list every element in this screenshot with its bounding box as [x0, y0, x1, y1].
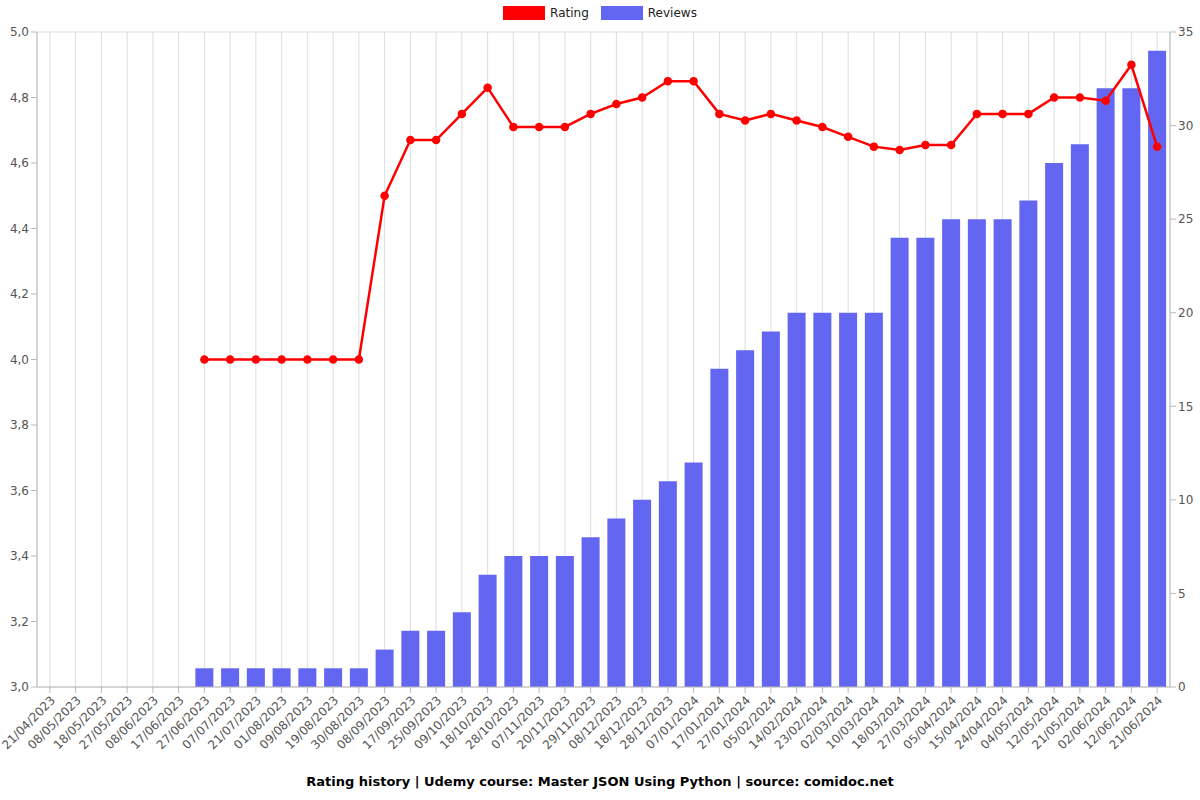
svg-text:27/01/2024: 27/01/2024	[694, 693, 754, 753]
svg-text:20: 20	[1178, 306, 1192, 320]
svg-text:01/08/2023: 01/08/2023	[231, 693, 290, 753]
svg-text:20/11/2023: 20/11/2023	[514, 693, 573, 753]
svg-text:07/11/2023: 07/11/2023	[488, 693, 548, 753]
svg-text:21/06/2024: 21/06/2024	[1106, 693, 1165, 752]
svg-text:3,6: 3,6	[10, 484, 29, 498]
svg-text:30/08/2023: 30/08/2023	[308, 693, 367, 753]
svg-text:18/03/2024: 18/03/2024	[849, 693, 908, 753]
svg-text:21/05/2024: 21/05/2024	[1029, 693, 1088, 753]
svg-text:15/04/2024: 15/04/2024	[926, 693, 985, 753]
svg-text:28/12/2023: 28/12/2023	[617, 693, 676, 753]
svg-text:27/06/2023: 27/06/2023	[153, 693, 213, 753]
svg-text:17/06/2023: 17/06/2023	[128, 693, 187, 753]
svg-text:08/12/2023: 08/12/2023	[565, 693, 625, 753]
svg-text:3,8: 3,8	[10, 418, 29, 432]
svg-text:23/02/2024: 23/02/2024	[771, 693, 831, 753]
svg-text:05/02/2024: 05/02/2024	[720, 693, 779, 753]
svg-text:10/03/2024: 10/03/2024	[823, 693, 882, 753]
svg-text:18/10/2023: 18/10/2023	[437, 693, 496, 753]
svg-text:08/09/2023: 08/09/2023	[334, 693, 393, 753]
svg-text:08/06/2023: 08/06/2023	[102, 693, 161, 753]
html-text:Rating history | Udemy course:: Rating history | Udemy course: Master JS…	[306, 774, 894, 789]
svg-text:28/10/2023: 28/10/2023	[462, 693, 522, 753]
svg-text:0: 0	[1178, 680, 1186, 694]
svg-text:07/07/2023: 07/07/2023	[179, 693, 239, 753]
svg-text:12/05/2024: 12/05/2024	[1003, 693, 1063, 753]
svg-text:4,6: 4,6	[10, 156, 29, 170]
svg-text:12/06/2024: 12/06/2024	[1080, 693, 1140, 753]
svg-text:18/12/2023: 18/12/2023	[591, 693, 651, 753]
svg-text:05/04/2024: 05/04/2024	[900, 693, 960, 753]
svg-text:15: 15	[1178, 400, 1192, 414]
svg-text:04/05/2024: 04/05/2024	[977, 693, 1037, 753]
svg-text:09/10/2023: 09/10/2023	[411, 693, 470, 753]
svg-text:18/05/2023: 18/05/2023	[50, 693, 110, 753]
svg-text:29/11/2023: 29/11/2023	[540, 693, 599, 753]
svg-text:5: 5	[1178, 587, 1186, 601]
svg-text:17/09/2023: 17/09/2023	[359, 693, 419, 753]
svg-text:35: 35	[1178, 25, 1192, 39]
svg-text:5,0: 5,0	[10, 25, 29, 39]
svg-text:07/01/2024: 07/01/2024	[643, 693, 702, 753]
svg-text:27/03/2024: 27/03/2024	[874, 693, 934, 753]
svg-text:10: 10	[1178, 493, 1192, 507]
html-text:Reviews: Reviews	[647, 6, 697, 20]
svg-text:02/06/2024: 02/06/2024	[1055, 693, 1114, 753]
svg-text:08/05/2023: 08/05/2023	[25, 693, 84, 753]
svg-text:17/01/2024: 17/01/2024	[668, 693, 728, 753]
svg-text:4,0: 4,0	[10, 353, 29, 367]
svg-text:4,2: 4,2	[10, 287, 29, 301]
svg-text:30: 30	[1178, 119, 1192, 133]
svg-text:4,4: 4,4	[10, 222, 29, 236]
svg-text:3,2: 3,2	[10, 615, 29, 629]
svg-text:25: 25	[1178, 212, 1192, 226]
svg-text:3,0: 3,0	[10, 680, 29, 694]
svg-text:4,8: 4,8	[10, 91, 29, 105]
svg-text:09/08/2023: 09/08/2023	[256, 693, 316, 753]
svg-text:21/07/2023: 21/07/2023	[205, 693, 264, 753]
svg-text:02/03/2024: 02/03/2024	[797, 693, 857, 753]
html-text:Rating: Rating	[550, 6, 589, 20]
svg-text:25/09/2023: 25/09/2023	[385, 693, 445, 753]
svg-text:19/08/2023: 19/08/2023	[282, 693, 342, 753]
svg-text:24/04/2024: 24/04/2024	[952, 693, 1011, 753]
svg-text:14/02/2024: 14/02/2024	[746, 693, 805, 753]
svg-text:3,4: 3,4	[10, 549, 29, 563]
svg-text:27/05/2023: 27/05/2023	[76, 693, 136, 753]
